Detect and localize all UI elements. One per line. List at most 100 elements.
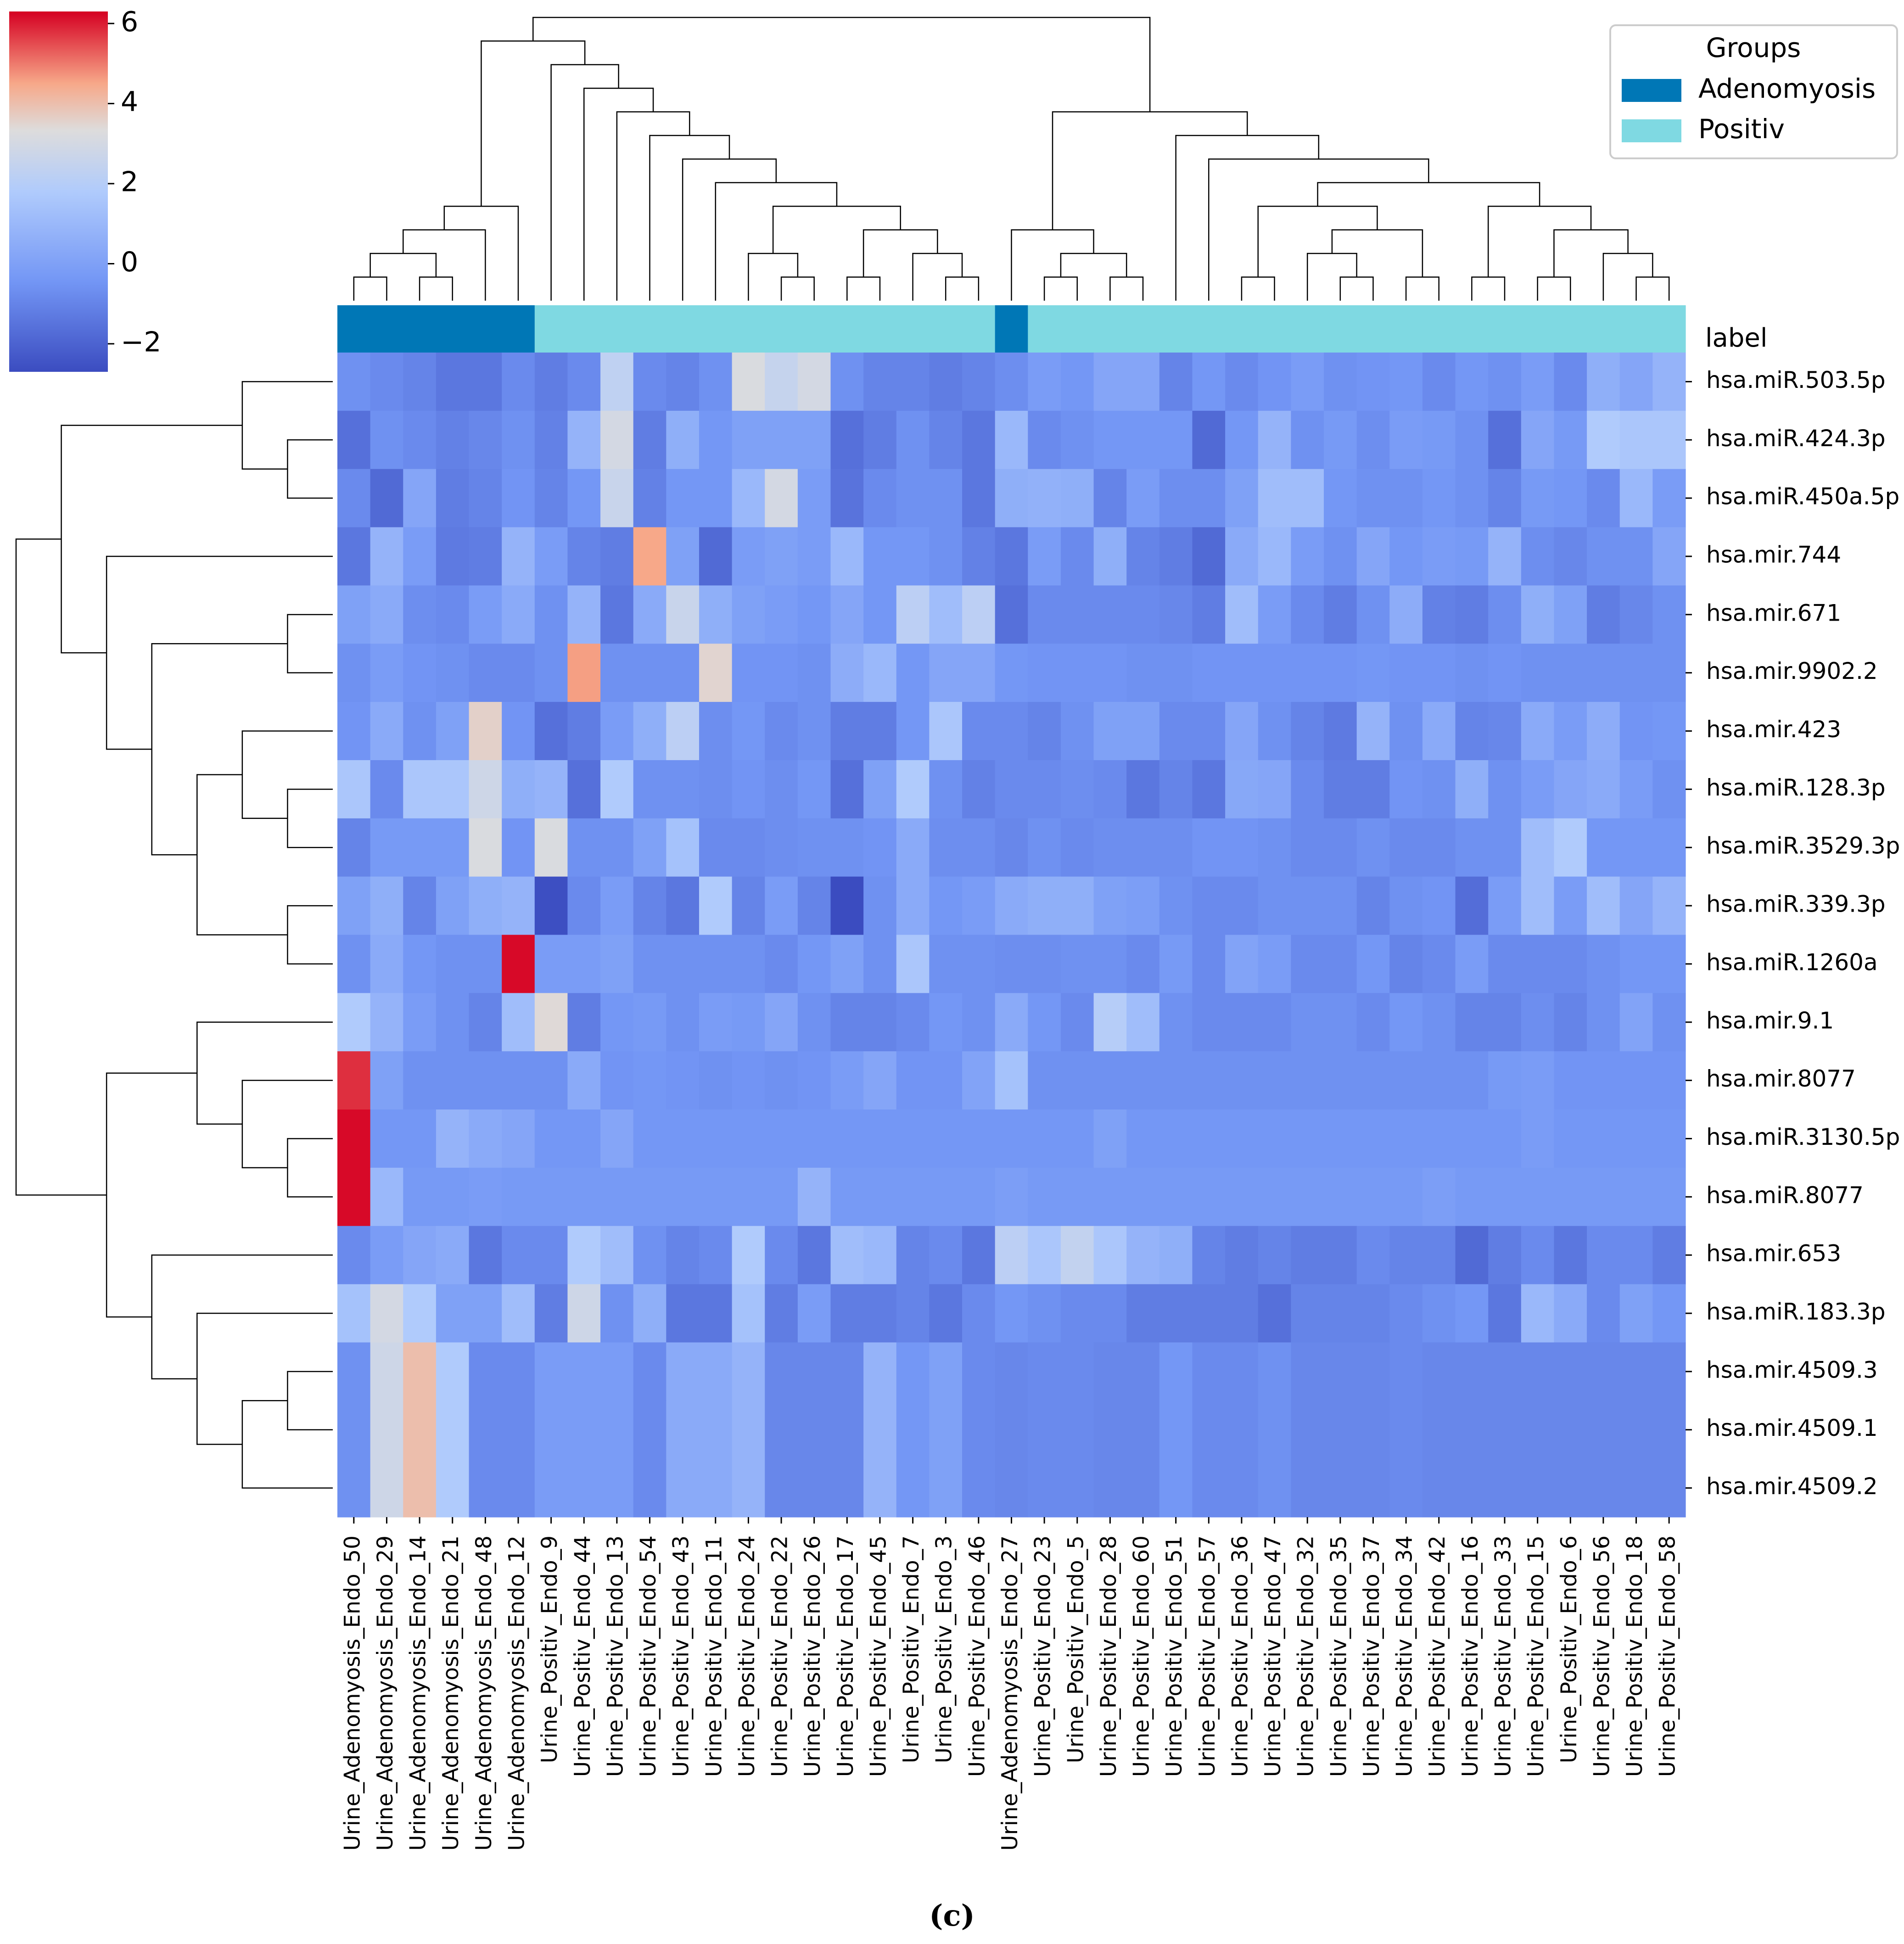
heatmap-cell	[567, 1401, 601, 1459]
heatmap-cell	[1093, 1109, 1127, 1168]
heatmap-cell	[699, 935, 733, 993]
heatmap-cell	[1291, 644, 1324, 702]
heatmap-cell	[1192, 1459, 1226, 1518]
heatmap-cell	[436, 1051, 470, 1110]
heatmap-cell	[1554, 1459, 1587, 1518]
heatmap-cell	[1652, 1459, 1686, 1518]
heatmap-cell	[765, 469, 798, 528]
heatmap-cell	[1455, 1459, 1489, 1518]
heatmap-cell	[1192, 644, 1226, 702]
annotation-cell	[502, 305, 535, 353]
heatmap-cell	[995, 527, 1028, 586]
heatmap-cell	[1159, 1109, 1193, 1168]
heatmap-cell	[1521, 527, 1555, 586]
heatmap-cell	[699, 1051, 733, 1110]
heatmap-cell	[567, 1226, 601, 1285]
heatmap-cell	[1159, 1284, 1193, 1343]
heatmap-cell	[1060, 1226, 1094, 1285]
heatmap-cell	[1389, 527, 1423, 586]
heatmap-cell	[1324, 760, 1357, 819]
heatmap-cell	[962, 760, 996, 819]
heatmap-cell	[830, 702, 864, 761]
row-label: hsa.mir.423	[1706, 716, 1841, 743]
heatmap-cell	[1554, 935, 1587, 993]
heatmap-cell	[1389, 1459, 1423, 1518]
heatmap-cell	[962, 1342, 996, 1401]
heatmap-cell	[929, 702, 963, 761]
heatmap-cell	[403, 1109, 437, 1168]
heatmap-cell	[962, 702, 996, 761]
heatmap-cell	[896, 1109, 930, 1168]
heatmap-cell	[1422, 1109, 1456, 1168]
heatmap-cell	[1554, 760, 1587, 819]
heatmap-cell	[534, 353, 568, 411]
heatmap-cell	[1225, 818, 1259, 877]
heatmap-cell	[1356, 1051, 1390, 1110]
heatmap-cell	[1028, 993, 1061, 1052]
heatmap-cell	[633, 1226, 666, 1285]
heatmap-cell	[732, 585, 765, 644]
colorbar-gradient	[9, 11, 108, 372]
heatmap-cell	[633, 1167, 666, 1227]
heatmap-cell	[1652, 1109, 1686, 1168]
heatmap-cell	[666, 353, 700, 411]
heatmap-cell	[1028, 644, 1061, 702]
heatmap-cell	[567, 585, 601, 644]
annotation-cell	[666, 305, 700, 353]
heatmap-cell	[1619, 1342, 1653, 1401]
heatmap-cell	[1422, 644, 1456, 702]
dendrogram-link	[945, 276, 980, 301]
heatmap-cell	[1225, 1226, 1259, 1285]
heatmap-cell	[666, 876, 700, 936]
heatmap-cell	[370, 1459, 403, 1518]
heatmap-cell	[502, 1051, 535, 1110]
heatmap-cell	[830, 1226, 864, 1285]
colorbar-tick-label: 4	[121, 86, 138, 118]
heatmap-cell	[1093, 1401, 1127, 1459]
heatmap-cell	[699, 410, 733, 470]
heatmap-cell	[797, 1459, 831, 1518]
heatmap-cell	[699, 702, 733, 761]
heatmap-cell	[1225, 353, 1259, 411]
heatmap-cell	[896, 818, 930, 877]
heatmap-cell	[337, 527, 371, 586]
heatmap-cell	[1652, 1284, 1686, 1343]
heatmap-cell	[403, 702, 437, 761]
heatmap-cell	[666, 993, 700, 1052]
colorbar-ticks: −2 0 2 4 6	[108, 6, 161, 359]
dendrogram-link	[1241, 276, 1275, 301]
heatmap-cell	[1225, 527, 1259, 586]
heatmap-cell	[567, 527, 601, 586]
heatmap-cell	[1652, 585, 1686, 644]
heatmap-cell	[534, 585, 568, 644]
heatmap-cell	[600, 644, 634, 702]
heatmap-cell	[1028, 410, 1061, 470]
heatmap-cell	[534, 1167, 568, 1227]
heatmap-cell	[403, 1226, 437, 1285]
column-label: Urine_Positiv_Endo_45	[866, 1535, 891, 1777]
dendrogram-link	[419, 276, 453, 301]
heatmap-cell	[436, 469, 470, 528]
column-label: Urine_Positiv_Endo_18	[1622, 1535, 1647, 1777]
heatmap-cell	[896, 702, 930, 761]
heatmap-cell	[1587, 410, 1620, 470]
heatmap-cell	[1126, 1167, 1160, 1227]
heatmap-cell	[1619, 1051, 1653, 1110]
heatmap-cell	[534, 1401, 568, 1459]
heatmap-cell	[896, 876, 930, 936]
heatmap-cell	[1324, 818, 1357, 877]
heatmap-cell	[929, 1342, 963, 1401]
annotation-cell	[962, 305, 996, 353]
heatmap-cell	[1291, 1284, 1324, 1343]
heatmap-cell	[337, 702, 371, 761]
heatmap-cell	[1192, 1401, 1226, 1459]
heatmap-cell	[1159, 760, 1193, 819]
heatmap-cell	[370, 1051, 403, 1110]
dendrogram-link	[287, 1138, 333, 1198]
heatmap-cell	[1126, 1226, 1160, 1285]
heatmap-cell	[370, 1342, 403, 1401]
heatmap-cell	[1258, 1284, 1291, 1343]
heatmap-cell	[1521, 1051, 1555, 1110]
heatmap-cell	[797, 410, 831, 470]
column-label: Urine_Positiv_Endo_42	[1425, 1535, 1450, 1777]
